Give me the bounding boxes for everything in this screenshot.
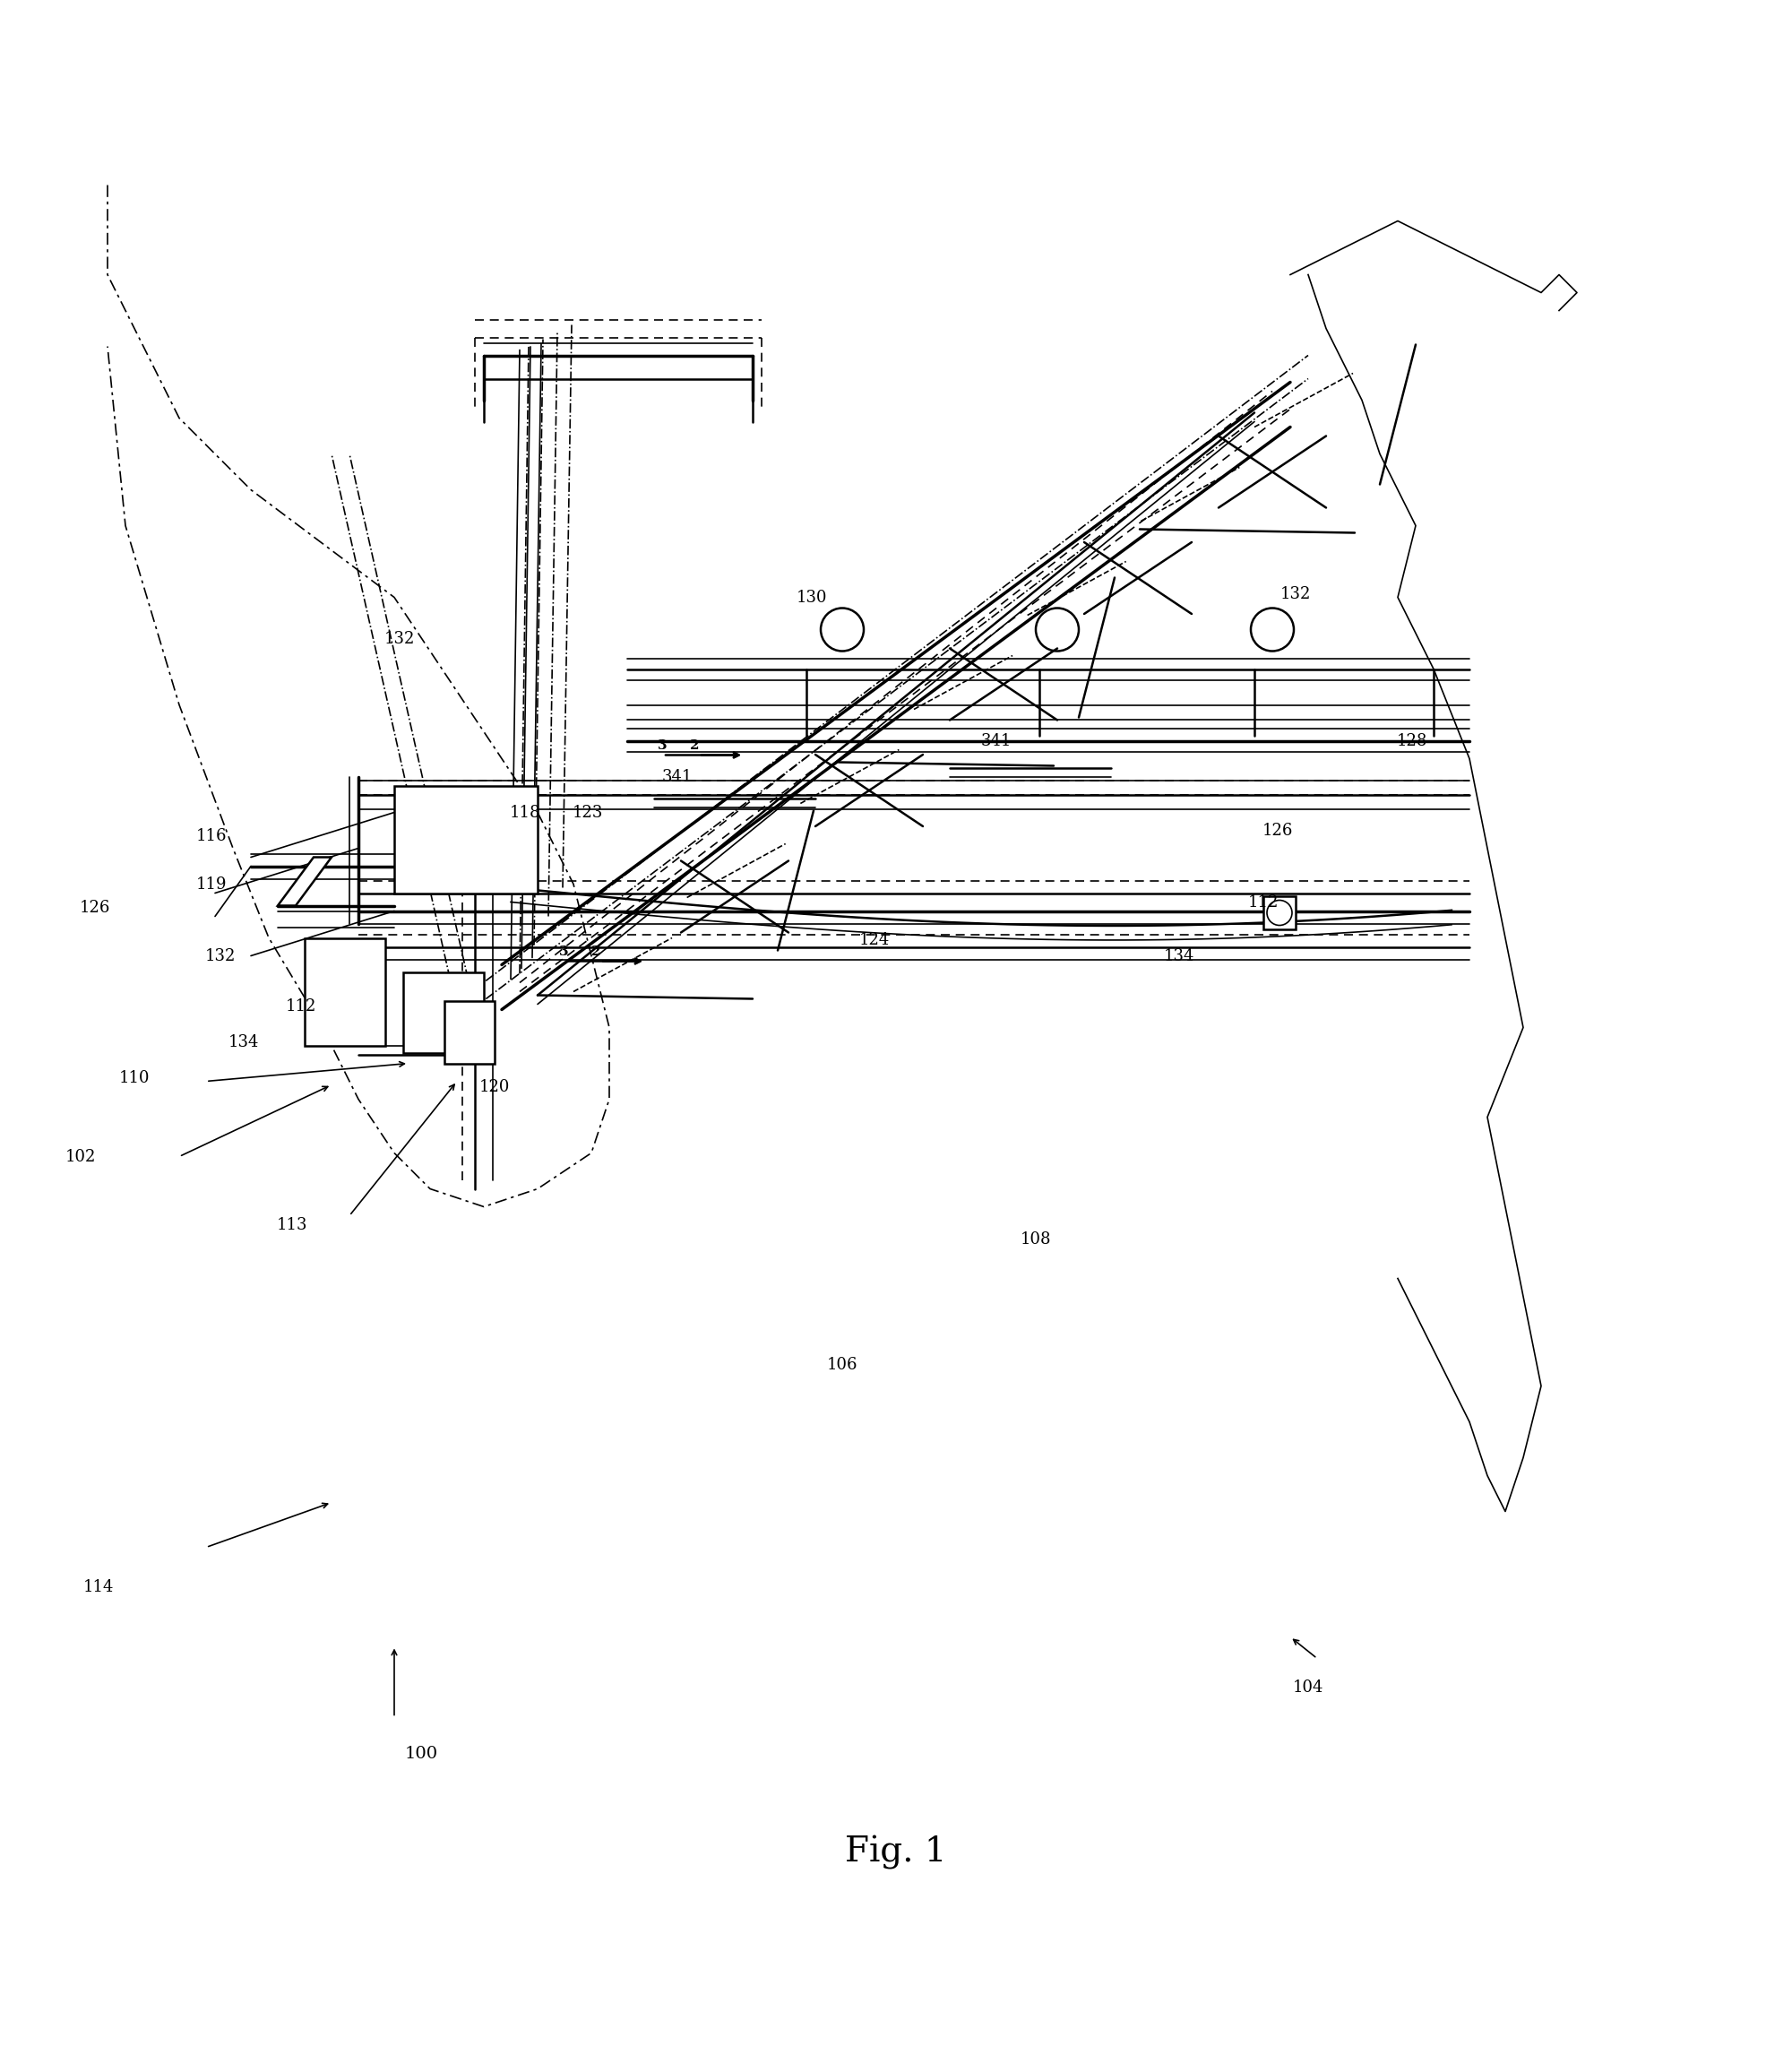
- Text: 126: 126: [79, 900, 111, 914]
- FancyBboxPatch shape: [1263, 896, 1296, 929]
- Text: 123: 123: [572, 804, 604, 820]
- Text: 112: 112: [1247, 894, 1279, 910]
- Text: 341: 341: [980, 734, 1012, 748]
- Text: 118: 118: [509, 804, 541, 820]
- Text: 134: 134: [228, 1034, 260, 1050]
- Text: 2: 2: [690, 740, 699, 752]
- Text: 120: 120: [478, 1079, 511, 1095]
- Text: 102: 102: [65, 1149, 97, 1165]
- Text: 132: 132: [204, 947, 237, 964]
- Text: 130: 130: [796, 590, 828, 606]
- Text: 104: 104: [1292, 1679, 1324, 1695]
- Text: 113: 113: [276, 1217, 308, 1233]
- Text: 3: 3: [559, 945, 568, 958]
- Text: 341: 341: [661, 769, 694, 785]
- Text: 128: 128: [1396, 734, 1428, 748]
- Text: 2: 2: [591, 945, 600, 958]
- Text: 132: 132: [383, 631, 416, 647]
- Text: 106: 106: [826, 1356, 858, 1373]
- Text: 126: 126: [1262, 822, 1294, 838]
- Text: 124: 124: [858, 931, 891, 947]
- Text: 108: 108: [1020, 1231, 1052, 1247]
- Text: 132: 132: [1279, 586, 1312, 602]
- Text: 110: 110: [118, 1069, 151, 1085]
- FancyBboxPatch shape: [403, 972, 484, 1052]
- Polygon shape: [278, 857, 332, 906]
- Text: 112: 112: [285, 999, 317, 1013]
- Text: 134: 134: [1163, 947, 1195, 964]
- Text: 114: 114: [82, 1578, 115, 1595]
- Text: 119: 119: [195, 875, 228, 892]
- FancyBboxPatch shape: [444, 1001, 495, 1062]
- FancyBboxPatch shape: [394, 785, 538, 894]
- Text: 100: 100: [405, 1745, 437, 1761]
- Text: Fig. 1: Fig. 1: [846, 1835, 946, 1870]
- Text: 116: 116: [195, 828, 228, 845]
- Text: 3: 3: [658, 740, 667, 752]
- FancyBboxPatch shape: [305, 937, 385, 1046]
